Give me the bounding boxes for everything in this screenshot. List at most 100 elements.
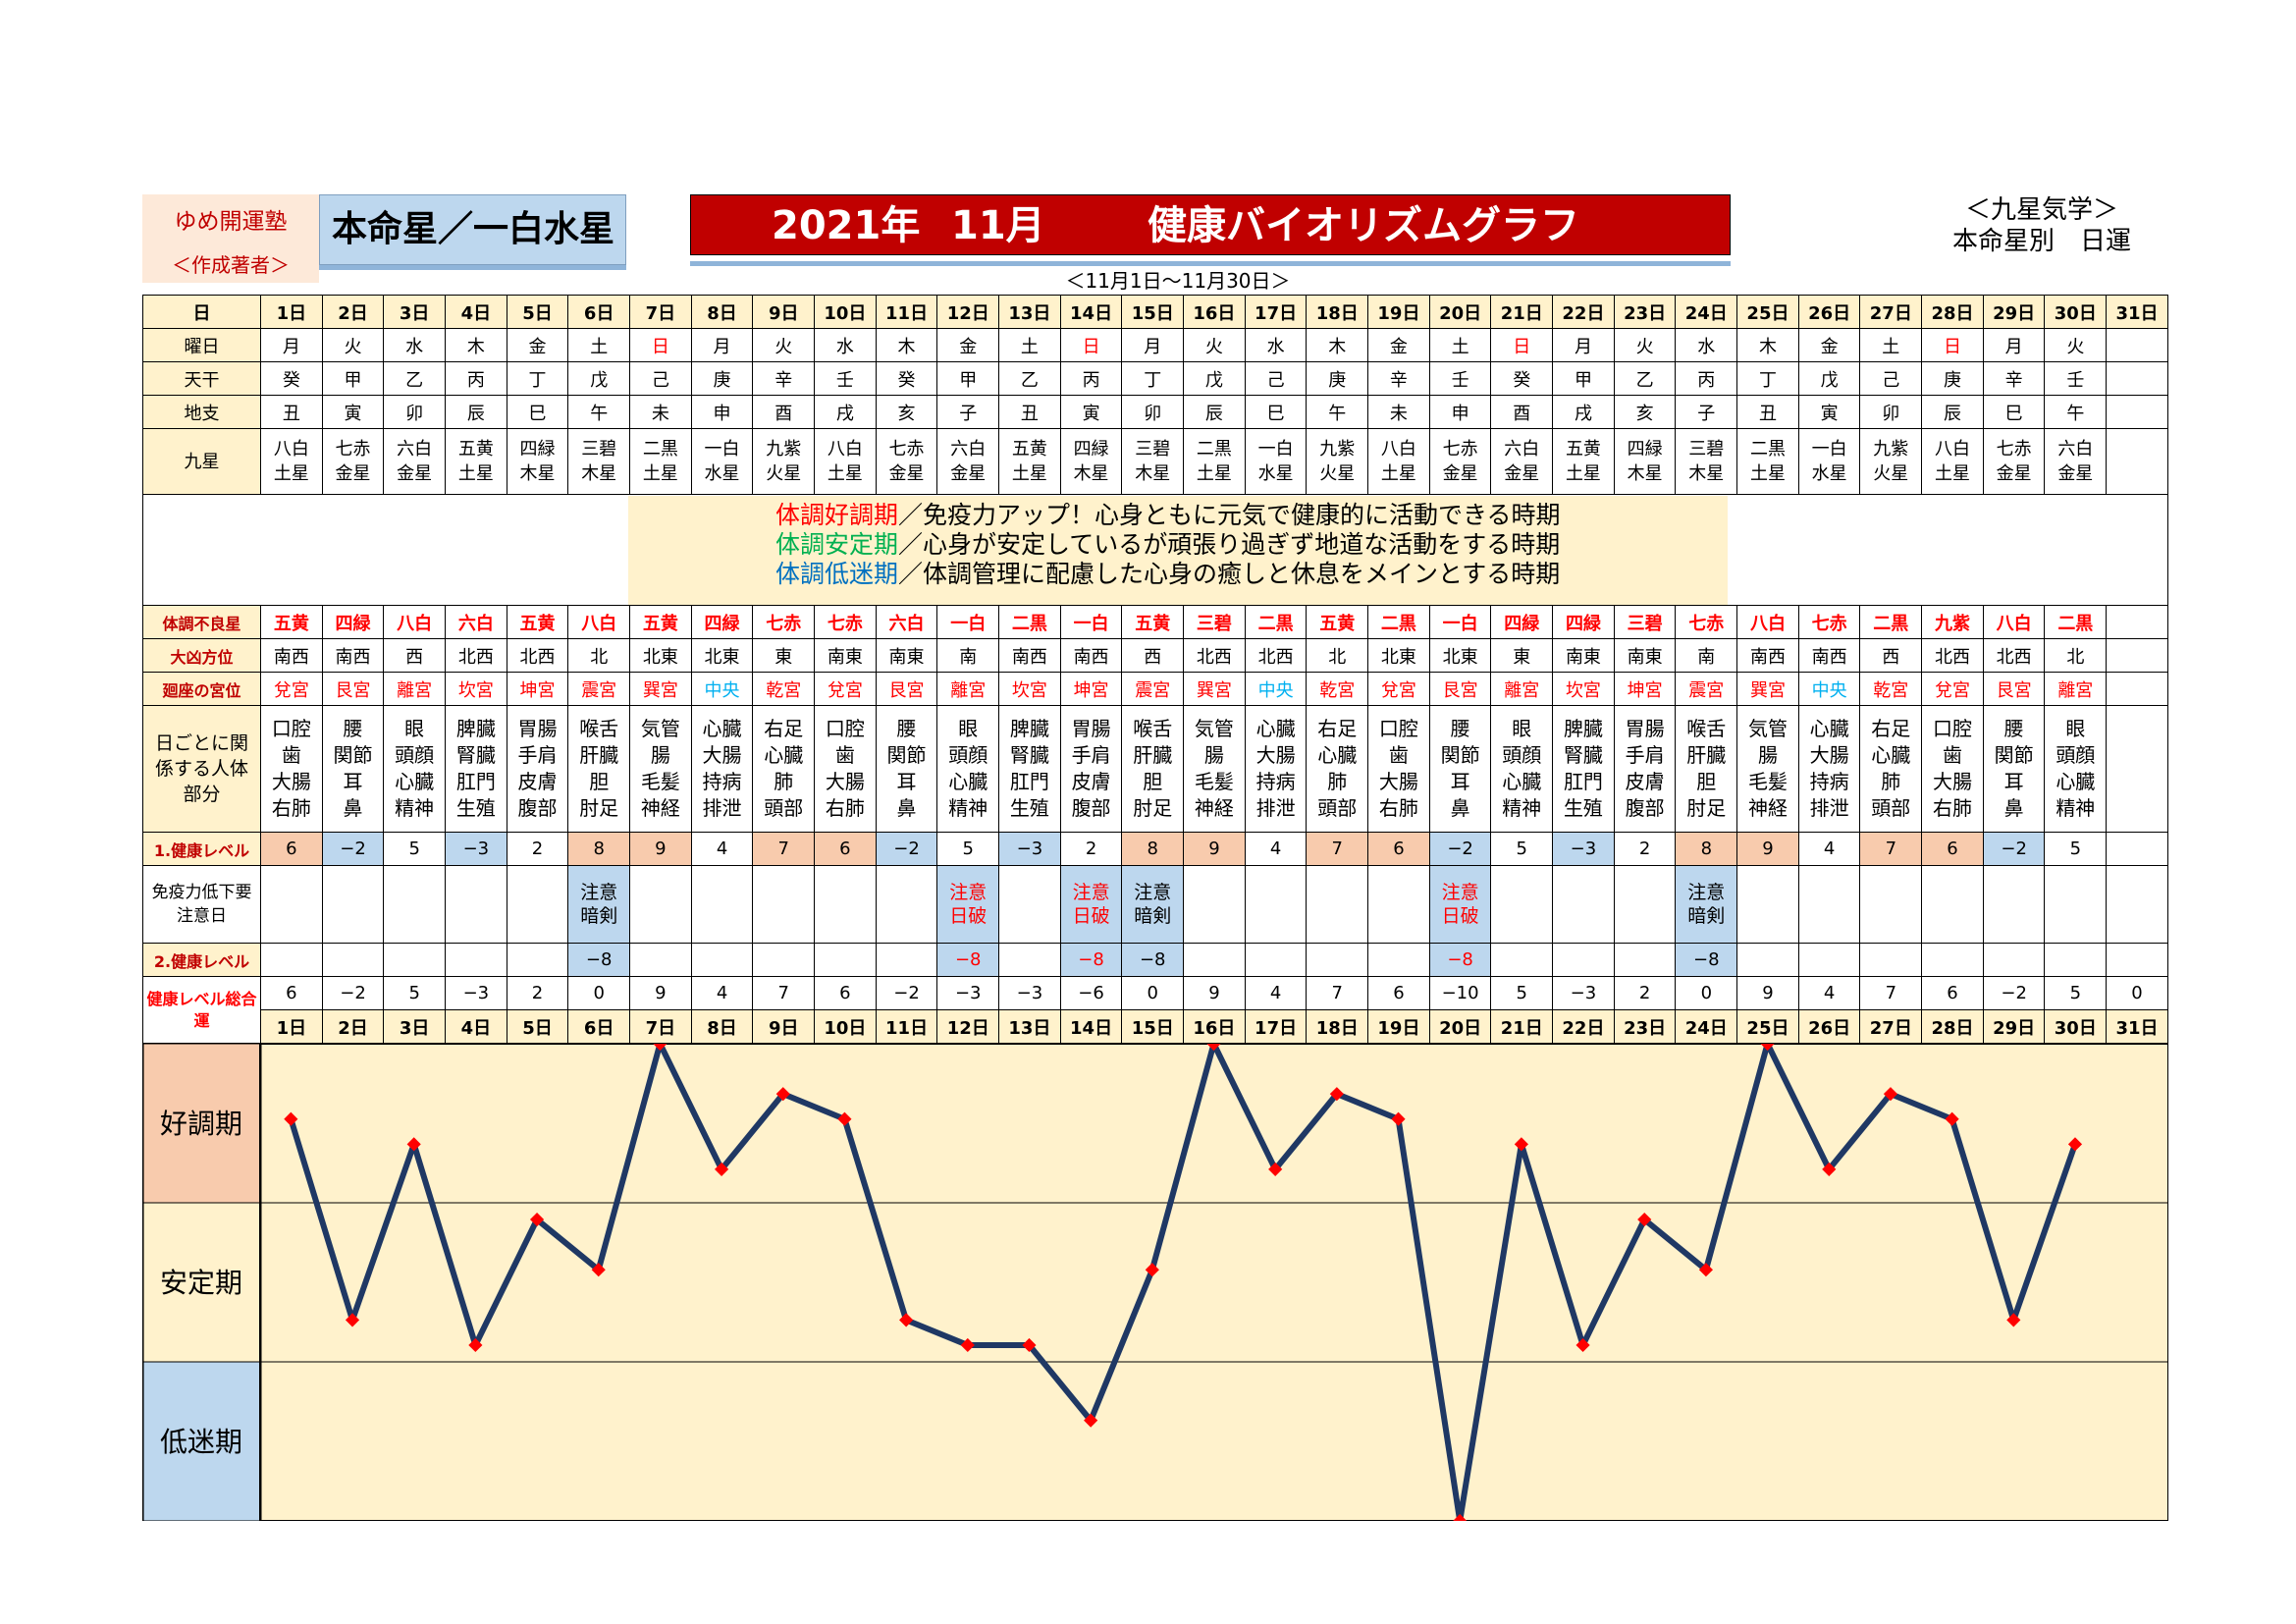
total-cell: −2 bbox=[321, 976, 385, 1010]
immunity-cell bbox=[1859, 865, 1923, 944]
cell-line: 二黒 bbox=[1749, 439, 1786, 460]
day-header-cell: 19日 bbox=[1367, 295, 1430, 329]
tenkan-cell: 丙 bbox=[1675, 361, 1738, 396]
day-footer-cell: 2日 bbox=[321, 1009, 385, 1044]
weekday-cell: 月 bbox=[260, 328, 323, 362]
cell-line: 土星 bbox=[1011, 463, 1047, 484]
tenkan-cell: 戊 bbox=[567, 361, 631, 396]
day-header-cell: 6日 bbox=[567, 295, 631, 329]
author-box: ゆめ開運塾 ＜作成著者＞ bbox=[142, 194, 319, 283]
kyusei-cell: 九紫 火星 bbox=[1859, 428, 1923, 495]
bad-star-cell: 四緑 bbox=[1490, 605, 1554, 639]
direction-row: 大凶方位 南西 南西西北西 北西北北東 北東東南東 南東南南西 南西西北西 北西北北東 北東東南… bbox=[142, 638, 2168, 673]
level1-cell: 4 bbox=[1244, 832, 1308, 866]
direction-cell: 南東 bbox=[1613, 638, 1677, 673]
chishi-cell: 未 bbox=[629, 395, 692, 429]
cell-line: 金星 bbox=[1504, 463, 1540, 484]
data-point bbox=[529, 1212, 545, 1227]
cell-line: 土星 bbox=[1565, 463, 1601, 484]
body-parts-cell: 胃腸 手肩 皮膚 腹部 bbox=[506, 705, 569, 833]
weekday-cell: 金 bbox=[506, 328, 569, 362]
cell-line: 歯 bbox=[1942, 743, 1962, 767]
level1-cell: −2 bbox=[321, 832, 385, 866]
total-cell: 0 bbox=[2106, 976, 2168, 1010]
band-good-label-bg bbox=[142, 1044, 262, 1204]
cell-line: 腹部 bbox=[1071, 796, 1111, 820]
cell-line: 金星 bbox=[888, 463, 925, 484]
total-cell: 4 bbox=[690, 976, 754, 1010]
body-parts-cell: 脾臓 腎臓 肛門 生殖 bbox=[998, 705, 1061, 833]
palace-cell: 中央 bbox=[1797, 672, 1861, 706]
cell-line: 耳 bbox=[1450, 770, 1470, 793]
cell-line: 心臓 bbox=[702, 717, 742, 740]
tenkan-cell: 壬 bbox=[1428, 361, 1492, 396]
cell-line: 金星 bbox=[335, 463, 371, 484]
direction-cell: 南西 bbox=[998, 638, 1061, 673]
bad-star-cell: 七赤 bbox=[814, 605, 877, 639]
author-sub: ＜作成著者＞ bbox=[172, 253, 290, 277]
cell-line: 手肩 bbox=[517, 743, 558, 767]
palace-cell: 兌宮 bbox=[260, 672, 323, 706]
immunity-cell: 注意 暗剣 bbox=[1675, 865, 1738, 944]
tenkan-cell: 辛 bbox=[752, 361, 816, 396]
data-point bbox=[345, 1313, 360, 1327]
bad-star-cell: 一白 bbox=[1428, 605, 1492, 639]
cell-line: 肝臓 bbox=[1686, 743, 1727, 767]
palace-cell: 艮宮 bbox=[875, 672, 938, 706]
data-point bbox=[1453, 1513, 1468, 1521]
chishi-cell: 巳 bbox=[1982, 395, 2046, 429]
kyusei-line2: 本命星別 日運 bbox=[1951, 227, 2131, 256]
body-parts-cell: 口腔歯大腸 右肺 bbox=[1921, 705, 1984, 833]
tenkan-cell: 庚 bbox=[1306, 361, 1369, 396]
kyusei-label: 九星 bbox=[142, 428, 261, 495]
cell-line: 暗剣 bbox=[1134, 905, 1172, 927]
cell-line: 木星 bbox=[581, 463, 617, 484]
cell-line: 八白 bbox=[827, 439, 863, 460]
weekday-cell: 火 bbox=[1183, 328, 1246, 362]
bad-star-cell: 五黄 bbox=[1306, 605, 1369, 639]
day-header-cell: 21日 bbox=[1490, 295, 1554, 329]
bad-star-cell: 六白 bbox=[445, 605, 507, 639]
immunity-cell bbox=[1921, 865, 1984, 944]
palace-cell: 坎宮 bbox=[1552, 672, 1615, 706]
cell-line: 精神 bbox=[395, 796, 435, 820]
tenkan-cell: 癸 bbox=[260, 361, 323, 396]
cell-line: 肘足 bbox=[1686, 796, 1727, 820]
kyusei-cell: 三碧 木星 bbox=[1675, 428, 1738, 495]
chishi-cell bbox=[2106, 395, 2168, 429]
immunity-cell bbox=[690, 865, 754, 944]
total-label: 健康レベル総合運 bbox=[142, 976, 261, 1044]
bad-star-cell: 五黄 bbox=[629, 605, 692, 639]
level1-cell: 8 bbox=[1121, 832, 1185, 866]
total-cell: 5 bbox=[2044, 976, 2108, 1010]
weekday-cell: 金 bbox=[1367, 328, 1430, 362]
total-cell: 4 bbox=[1797, 976, 1861, 1010]
cell-line: 四緑 bbox=[519, 439, 556, 460]
kyusei-cell: 八白 土星 bbox=[260, 428, 323, 495]
cell-line: 二黒 bbox=[1196, 439, 1232, 460]
kyusei-cell: 二黒 土星 bbox=[1736, 428, 1799, 495]
total-cell: 0 bbox=[1675, 976, 1738, 1010]
weekday-cell: 木 bbox=[875, 328, 938, 362]
chishi-cell: 酉 bbox=[1490, 395, 1554, 429]
palace-label: 廻座の宮位 bbox=[142, 672, 261, 706]
cell-line: 頭顔 bbox=[2056, 743, 2096, 767]
cell-line: 大腸 bbox=[825, 770, 865, 793]
bad-star-cell: 二黒 bbox=[1367, 605, 1430, 639]
direction-cell: 南西 bbox=[260, 638, 323, 673]
cell-line: 口腔 bbox=[1378, 717, 1418, 740]
cell-line: 腸 bbox=[1757, 743, 1778, 767]
total-cell: 7 bbox=[752, 976, 816, 1010]
bad-star-cell: 五黄 bbox=[506, 605, 569, 639]
weekday-label: 曜日 bbox=[142, 328, 261, 362]
cell-line: 火星 bbox=[1873, 463, 1909, 484]
cell-line: 肛門 bbox=[1009, 770, 1049, 793]
chishi-cell: 丑 bbox=[1736, 395, 1799, 429]
chishi-cell: 辰 bbox=[445, 395, 507, 429]
cell-line: 大腸 bbox=[1809, 743, 1849, 767]
cell-line: 口腔 bbox=[825, 717, 865, 740]
weekday-cell: 木 bbox=[1306, 328, 1369, 362]
immunity-cell bbox=[1982, 865, 2046, 944]
day-header-cell: 16日 bbox=[1183, 295, 1246, 329]
bad-star-cell: 八白 bbox=[567, 605, 631, 639]
